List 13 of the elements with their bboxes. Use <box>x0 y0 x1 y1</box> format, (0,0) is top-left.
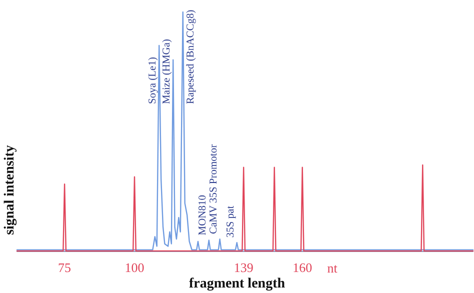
annotation: Rapeseed (BnACCg8) <box>185 9 196 104</box>
x-axis-title: fragment length <box>188 276 286 292</box>
y-axis-title: signal intensity <box>2 145 18 235</box>
x-tick-label: 160 <box>292 260 312 275</box>
annotation: MON810 <box>197 194 208 236</box>
annotation: Soya (Le1) <box>148 56 159 104</box>
annotation: CaMV 35S Promotor <box>208 144 220 234</box>
x-tick-label: 100 <box>124 260 144 275</box>
x-tick-label: 75 <box>58 260 72 275</box>
text: nt <box>327 260 338 276</box>
annotation: Maize (HMGa) <box>162 38 173 104</box>
annotation: 35S pat <box>225 206 236 238</box>
x-tick-label: 139 <box>234 260 254 275</box>
